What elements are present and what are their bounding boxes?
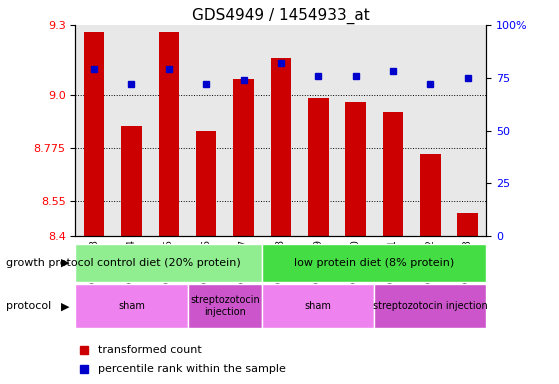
Text: ▶: ▶ <box>61 301 70 311</box>
Bar <box>75 25 113 236</box>
Bar <box>159 32 179 236</box>
Text: percentile rank within the sample: percentile rank within the sample <box>98 364 286 374</box>
Text: sham: sham <box>305 301 331 311</box>
Text: growth protocol: growth protocol <box>6 258 93 268</box>
Bar <box>383 112 403 236</box>
Bar <box>271 58 291 236</box>
Bar <box>187 284 262 328</box>
Bar <box>150 25 187 236</box>
Bar <box>84 32 105 236</box>
Text: ▶: ▶ <box>61 258 70 268</box>
Bar <box>345 103 366 236</box>
Bar <box>262 25 300 236</box>
Bar <box>457 213 478 236</box>
Bar <box>308 98 329 236</box>
Text: streptozotocin injection: streptozotocin injection <box>373 301 487 311</box>
Bar <box>375 25 411 236</box>
Bar <box>187 25 225 236</box>
Bar <box>121 126 142 236</box>
Bar <box>262 244 486 282</box>
Bar <box>75 284 187 328</box>
Text: transformed count: transformed count <box>98 345 202 356</box>
Title: GDS4949 / 1454933_at: GDS4949 / 1454933_at <box>192 7 369 23</box>
Text: low protein diet (8% protein): low protein diet (8% protein) <box>294 258 454 268</box>
Text: control diet (20% protein): control diet (20% protein) <box>97 258 241 268</box>
Bar <box>449 25 486 236</box>
Text: streptozotocin
injection: streptozotocin injection <box>190 295 260 317</box>
Bar <box>411 25 449 236</box>
Bar <box>375 284 486 328</box>
Bar <box>225 25 262 236</box>
Bar <box>337 25 375 236</box>
Bar <box>113 25 150 236</box>
Bar <box>262 284 375 328</box>
Bar <box>300 25 337 236</box>
Text: protocol: protocol <box>6 301 51 311</box>
Bar <box>233 79 254 236</box>
Bar <box>420 154 440 236</box>
Bar <box>196 131 216 236</box>
Bar <box>75 244 262 282</box>
Text: sham: sham <box>118 301 145 311</box>
